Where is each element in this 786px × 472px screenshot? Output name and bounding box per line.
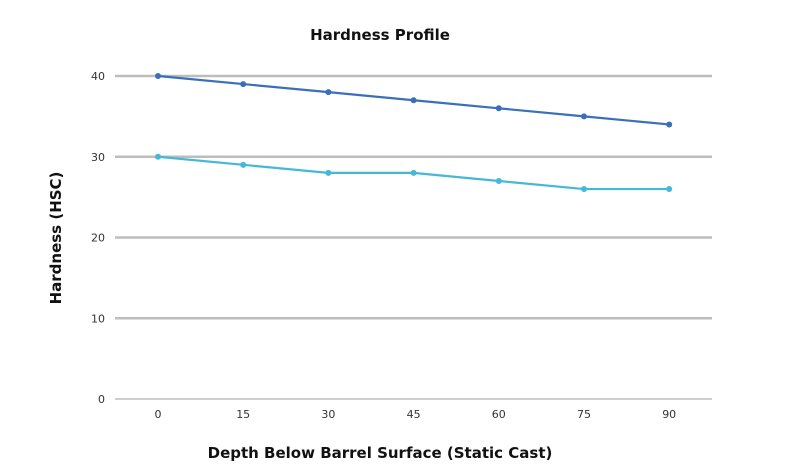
data-point	[410, 97, 417, 104]
data-point	[666, 186, 673, 193]
x-tick-label: 90	[662, 408, 676, 421]
x-axis-label: Depth Below Barrel Surface (Static Cast)	[208, 444, 553, 462]
y-tick-label: 40	[91, 70, 105, 83]
data-point	[581, 113, 587, 120]
data-point	[495, 177, 502, 184]
x-tick-label: 15	[236, 408, 250, 421]
data-point	[666, 121, 673, 128]
data-point	[240, 161, 247, 168]
y-tick-label: 20	[91, 232, 105, 245]
y-tick-label: 0	[98, 393, 105, 406]
x-tick-label: 30	[321, 408, 335, 421]
data-point	[410, 169, 417, 176]
chart-title: Hardness Profile	[310, 26, 450, 44]
x-tick-label: 60	[492, 408, 506, 421]
y-axis-label: Hardness (HSC)	[47, 172, 65, 305]
data-point	[155, 153, 161, 160]
data-point	[240, 81, 247, 88]
data-point	[581, 186, 587, 193]
x-tick-label: 75	[577, 408, 591, 421]
data-point	[495, 105, 502, 112]
data-point	[325, 169, 332, 176]
data-point	[325, 89, 332, 96]
x-tick-label: 0	[155, 408, 162, 421]
y-tick-label: 10	[91, 312, 105, 325]
y-tick-label: 30	[91, 151, 105, 164]
data-point	[155, 73, 161, 79]
x-tick-label: 45	[407, 408, 421, 421]
